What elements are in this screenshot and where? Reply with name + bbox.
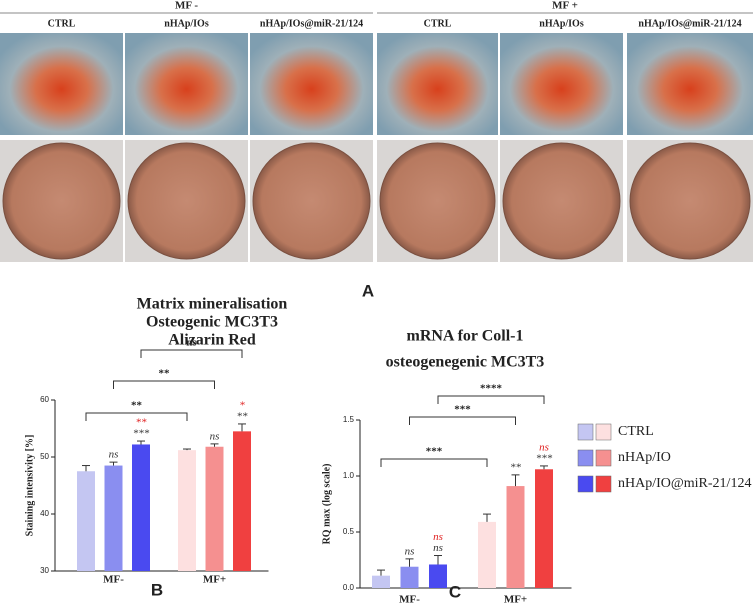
significance-label: * (239, 399, 245, 411)
significance-label: ns (109, 449, 119, 461)
bar (429, 564, 447, 588)
y-tick-label: 50 (40, 452, 49, 461)
comparison-bracket (437, 395, 545, 404)
y-tick-label: 60 (40, 395, 49, 404)
column-label: nHAp/IOs (539, 18, 584, 29)
significance-label: *** (536, 452, 553, 464)
comparison-label: ** (131, 400, 143, 412)
column-label: CTRL (48, 18, 76, 29)
panel-label: C (449, 582, 461, 601)
bar (205, 446, 224, 571)
well-dish (629, 142, 751, 260)
legend-swatch (595, 475, 612, 493)
column-label: nHAp/IOs@miR-21/124 (260, 18, 363, 29)
well-dish (2, 142, 121, 260)
y-axis-label: Staining intensivity [%] (24, 435, 35, 537)
group-label: MF - (175, 0, 198, 12)
bar (104, 465, 123, 571)
panel-label: A (362, 281, 374, 300)
comparison-bracket (380, 458, 488, 467)
column-label: CTRL (424, 18, 452, 29)
chart-title: mRNA for Coll-1 (406, 328, 523, 345)
significance-label: ** (237, 410, 249, 422)
comparison-label: ns (186, 337, 197, 349)
bar (506, 486, 525, 588)
bar (372, 575, 390, 588)
significance-label: ns (405, 545, 415, 557)
comparison-bracket (85, 412, 188, 421)
comparison-bracket (113, 380, 215, 389)
y-axis-label: RQ max (log scale) (321, 464, 332, 545)
comparison-label: **** (480, 383, 503, 395)
well-dish (252, 142, 371, 260)
significance-label: ns (539, 441, 549, 453)
comparison-bracket (140, 349, 243, 358)
comparison-label: ** (159, 368, 171, 380)
panel-label: B (151, 580, 163, 599)
well-dish (127, 142, 246, 260)
well-dish (502, 142, 621, 260)
y-tick-label: 1.5 (343, 415, 355, 424)
y-tick-label: 30 (40, 566, 49, 575)
bar (178, 450, 196, 571)
legend-label: nHAp/IO (618, 450, 671, 465)
comparison-bracket (409, 416, 516, 425)
significance-label: *** (133, 428, 150, 440)
chart-title: Matrix mineralisation (137, 296, 288, 313)
column-label: nHAp/IOs (164, 18, 209, 29)
x-tick-label: MF- (103, 574, 124, 586)
group-label: MF + (552, 0, 578, 12)
micrograph (377, 33, 498, 135)
comparison-label: *** (426, 446, 443, 458)
significance-label: ** (136, 417, 148, 429)
y-tick-label: 1.0 (343, 471, 355, 480)
bar (233, 431, 251, 571)
significance-label: ns (210, 430, 220, 442)
y-tick-label: 0.5 (343, 527, 355, 536)
bar (535, 469, 553, 588)
legend-swatch (595, 423, 612, 441)
y-tick-label: 40 (40, 509, 49, 518)
chart-title: Osteogenic MC3T3 (146, 314, 278, 331)
legend-swatch (577, 449, 594, 467)
micrograph (500, 33, 623, 135)
significance-label: ns (433, 542, 443, 554)
legend-swatch (577, 475, 594, 493)
micrograph (250, 33, 373, 135)
significance-label: ns (433, 531, 443, 543)
chart-title: Alizarin Red (168, 332, 256, 349)
bar (478, 521, 496, 588)
bar (77, 471, 95, 571)
bar (400, 566, 419, 588)
chart-title: osteogenegenic MC3T3 (386, 354, 545, 371)
column-label: nHAp/IOs@miR-21/124 (638, 18, 741, 29)
legend-label: nHAp/IO@miR-21/124 (618, 476, 751, 491)
legend-swatch (577, 423, 594, 441)
x-tick-label: MF+ (203, 574, 226, 586)
micrograph (125, 33, 248, 135)
significance-label: ** (510, 461, 522, 473)
bar (132, 444, 150, 571)
y-tick-label: 0.0 (343, 583, 355, 592)
x-tick-label: MF- (399, 594, 420, 606)
micrograph (627, 33, 753, 135)
well-dish (379, 142, 496, 260)
legend-label: CTRL (618, 424, 654, 439)
comparison-label: *** (454, 404, 471, 416)
x-tick-label: MF+ (504, 594, 527, 606)
legend-swatch (595, 449, 612, 467)
micrograph (0, 33, 123, 135)
